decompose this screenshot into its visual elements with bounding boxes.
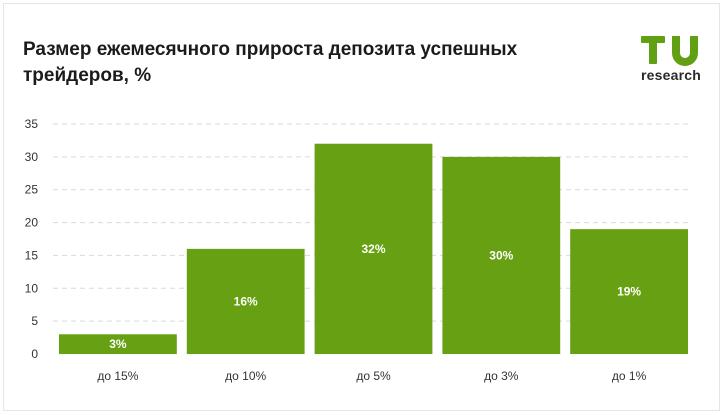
x-tick-label: до 1%	[612, 369, 647, 383]
bar	[186, 248, 305, 354]
bar-data-label: 16%	[234, 294, 258, 308]
data-labels: 3% 16% 32% 30% 19%	[109, 242, 641, 351]
bar-data-label: 30%	[489, 248, 513, 262]
bar	[314, 143, 433, 354]
x-tick-label: до 5%	[356, 369, 391, 383]
x-tick-label: до 15%	[97, 369, 138, 383]
y-tick-label: 25	[25, 183, 39, 197]
y-tick-label: 30	[25, 150, 39, 164]
bar	[59, 334, 177, 354]
bar	[570, 229, 688, 354]
bar-data-label: 19%	[617, 285, 641, 299]
y-tick-label: 10	[25, 281, 39, 295]
bars	[59, 143, 688, 354]
logo-text: research	[641, 67, 701, 83]
y-tick-label: 5	[31, 314, 38, 328]
y-axis-ticks: 0 5 10 15 20 25 30 35	[25, 117, 39, 361]
x-axis-ticks: до 15% до 10% до 5% до 3% до 1%	[97, 369, 646, 383]
chart-title: Размер ежемесячного прироста депозита ус…	[23, 39, 518, 86]
bar	[442, 156, 561, 354]
y-tick-label: 20	[25, 216, 39, 230]
bar-data-label: 32%	[361, 242, 385, 256]
y-tick-label: 15	[25, 248, 39, 262]
bar-data-label: 3%	[109, 337, 127, 351]
y-tick-label: 35	[25, 117, 39, 131]
tu-research-logo-icon	[641, 36, 698, 66]
y-tick-label: 0	[31, 347, 38, 361]
x-tick-label: до 10%	[225, 369, 266, 383]
x-tick-label: до 3%	[484, 369, 519, 383]
